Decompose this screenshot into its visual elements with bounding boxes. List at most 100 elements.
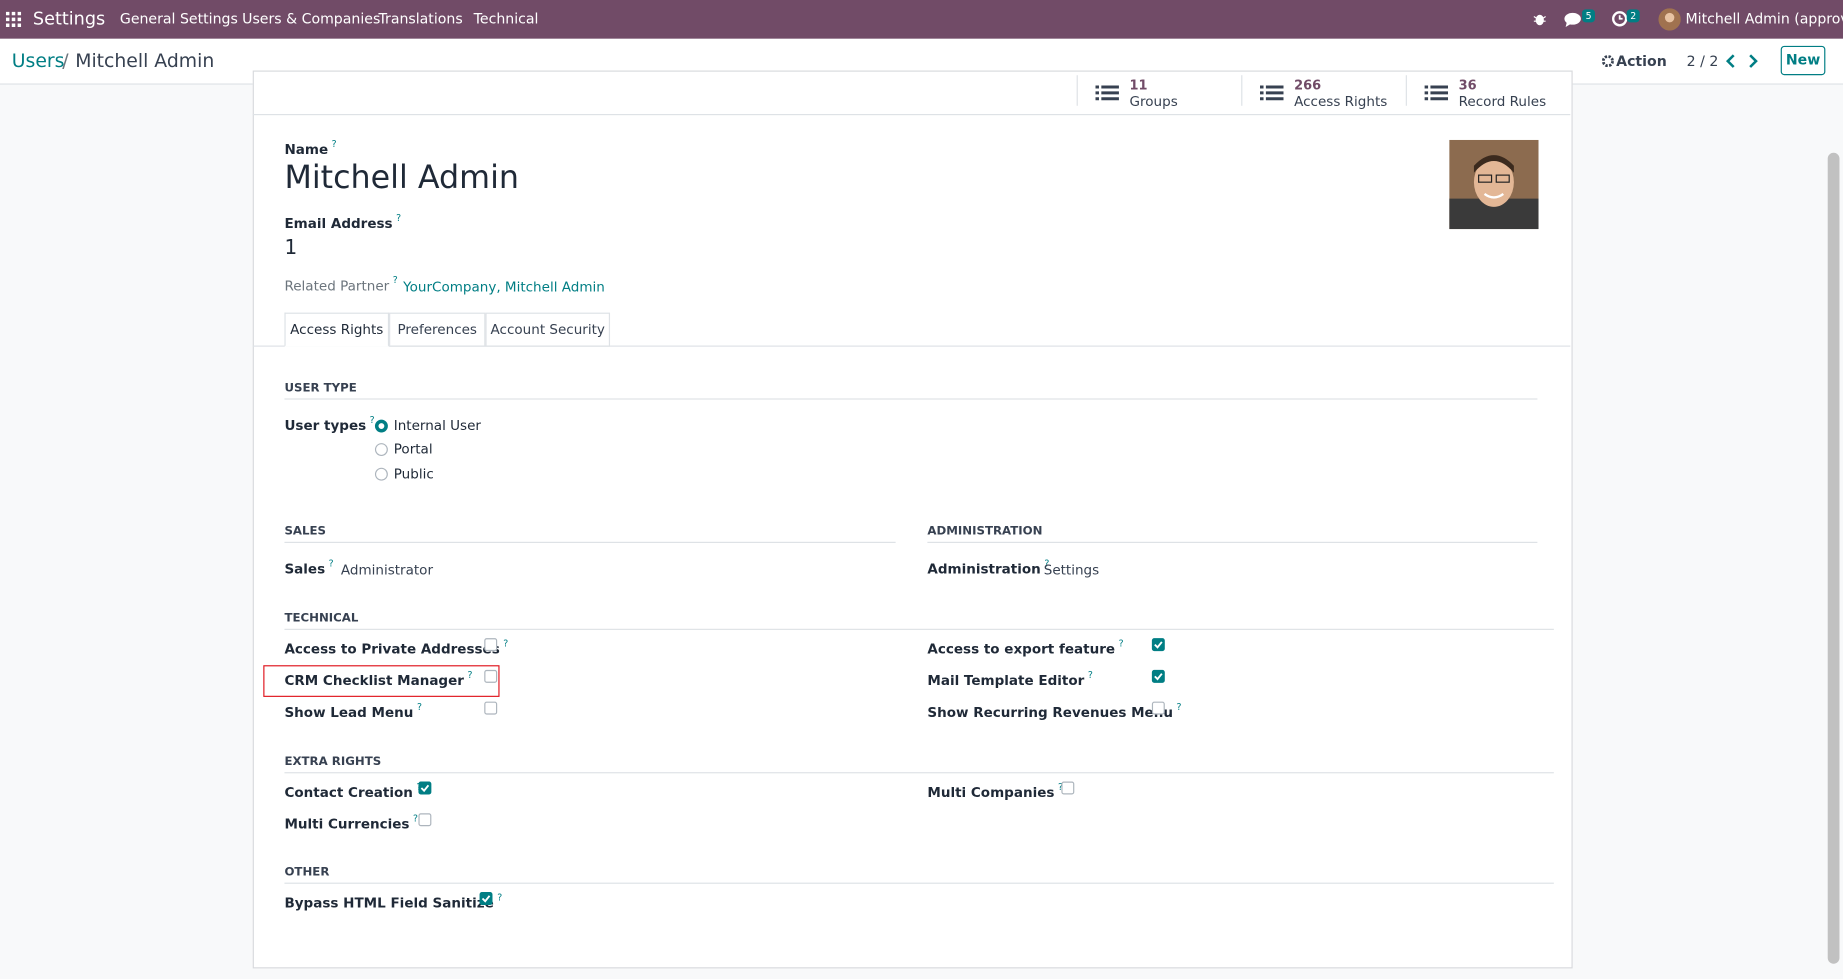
apps-icon[interactable] (5, 11, 22, 28)
gear-icon (1602, 55, 1614, 67)
tab[interactable]: Preferences (389, 312, 486, 347)
separator (284, 772, 1554, 774)
section-title: ADMINISTRATION (927, 525, 1043, 539)
help-mark[interactable]: ? (503, 638, 509, 649)
field-label: Show Lead Menu (284, 703, 414, 721)
form-sheet (252, 70, 1573, 969)
help-mark[interactable]: ? (1058, 778, 1063, 797)
email-value: 1 (284, 236, 298, 260)
radio-label[interactable]: Public (393, 465, 434, 482)
action-button[interactable]: Action (1616, 52, 1667, 70)
user-name[interactable]: Mitchell Admin (approve) (1685, 10, 1843, 28)
stat-icon (1095, 85, 1119, 107)
app-name[interactable]: Settings (32, 8, 106, 30)
checkbox[interactable] (1151, 669, 1165, 683)
debug-icon[interactable] (1533, 12, 1547, 26)
help-mark[interactable]: ? (369, 414, 375, 426)
stat-button[interactable] (1241, 75, 1406, 106)
stat-value: 11 (1129, 77, 1148, 93)
field-label: Access to Private Addresses (284, 640, 500, 657)
tab[interactable]: Access Rights (284, 312, 390, 347)
activities-icon[interactable] (1611, 11, 1628, 27)
nav-menu[interactable]: Users & Companies (242, 10, 381, 28)
tab[interactable]: Account Security (485, 312, 611, 347)
field-label: Show Recurring Revenues Menu (927, 703, 1173, 721)
checkbox[interactable] (418, 781, 432, 795)
stat-divider (252, 114, 1571, 116)
navbar: Settings 5 2 Mitchell Admin (approve) (0, 0, 1843, 39)
pager-arrows[interactable] (1724, 53, 1759, 69)
help-mark[interactable]: ? (396, 212, 402, 224)
breadcrumb-parent[interactable]: Users (11, 49, 65, 72)
pager: 2 / 2 (1686, 52, 1719, 70)
breadcrumb-current: Mitchell Admin (75, 49, 215, 72)
messages-badge: 5 (1582, 9, 1596, 23)
field-label: Email Address (284, 215, 393, 232)
new-button[interactable]: New (1780, 45, 1826, 76)
separator (284, 628, 1554, 630)
stat-button[interactable] (1405, 75, 1571, 106)
checkbox[interactable] (1061, 781, 1075, 795)
nav-menu[interactable]: Technical (473, 10, 539, 28)
separator (284, 882, 1554, 884)
section-title: SALES (284, 525, 327, 539)
checkbox[interactable] (484, 701, 498, 715)
help-mark[interactable]: ? (392, 275, 398, 286)
radio[interactable] (374, 443, 388, 457)
radio-label[interactable]: Portal (393, 440, 433, 458)
field-label: Access to export feature (927, 640, 1116, 657)
select-value[interactable]: Administrator (340, 561, 434, 579)
help-mark[interactable]: ? (331, 138, 337, 150)
nav-menu[interactable]: General Settings (119, 10, 238, 28)
field-label: Name (284, 141, 329, 158)
help-mark[interactable]: ? (328, 558, 334, 569)
nav-menu[interactable]: Translations (378, 10, 463, 28)
name-value: Mitchell Admin (284, 159, 520, 197)
checkbox[interactable] (479, 892, 493, 905)
section-title: EXTRA RIGHTS (284, 755, 382, 769)
help-mark[interactable]: ? (467, 669, 473, 681)
help-mark[interactable]: ? (1087, 669, 1093, 681)
stat-label[interactable]: Access Rights (1294, 92, 1388, 110)
separator (284, 541, 896, 543)
separator (927, 541, 1538, 543)
radio[interactable] (374, 419, 388, 433)
field-label: Bypass HTML Field Sanitize (284, 894, 494, 911)
user-photo[interactable] (1449, 139, 1539, 230)
help-mark[interactable]: ? (1118, 638, 1124, 649)
field-label: Contact Creation (284, 783, 413, 801)
section-title: USER TYPE (284, 381, 357, 395)
tab-line (252, 345, 1571, 347)
checkbox[interactable] (1151, 701, 1165, 715)
checkbox[interactable] (418, 813, 432, 827)
field-label: CRM Checklist Manager (284, 672, 464, 689)
scrollbar[interactable] (1827, 152, 1840, 964)
stat-icon (1260, 85, 1284, 107)
checkbox[interactable] (484, 669, 498, 683)
radio-label[interactable]: Internal User (393, 417, 481, 434)
activities-badge: 2 (1626, 9, 1640, 23)
checkbox[interactable] (1151, 638, 1165, 652)
stat-label[interactable]: Groups (1129, 92, 1178, 110)
checkbox[interactable] (484, 638, 498, 652)
user-avatar[interactable] (1658, 8, 1681, 31)
stat-value: 36 (1458, 77, 1477, 93)
help-mark[interactable]: ? (1176, 701, 1182, 713)
messages-icon[interactable] (1563, 12, 1582, 28)
radio[interactable] (374, 467, 388, 481)
help-mark[interactable]: ? (416, 701, 422, 713)
stat-label[interactable]: Record Rules (1458, 92, 1547, 110)
field-label: Multi Currencies (284, 815, 410, 833)
section-title: TECHNICAL (284, 612, 359, 626)
help-mark[interactable]: ? (497, 892, 503, 903)
field-label: Sales (284, 560, 326, 578)
stat-button[interactable] (1076, 75, 1242, 106)
stat-icon (1424, 85, 1449, 107)
field-label: User types (284, 417, 367, 434)
help-mark[interactable]: ? (412, 813, 418, 824)
separator (284, 398, 1538, 400)
select-value[interactable]: Settings (1043, 561, 1100, 579)
field-label: Administration (927, 560, 1041, 578)
partner-link[interactable]: YourCompany, Mitchell Admin (403, 278, 605, 295)
help-mark[interactable]: ? (1044, 558, 1050, 569)
